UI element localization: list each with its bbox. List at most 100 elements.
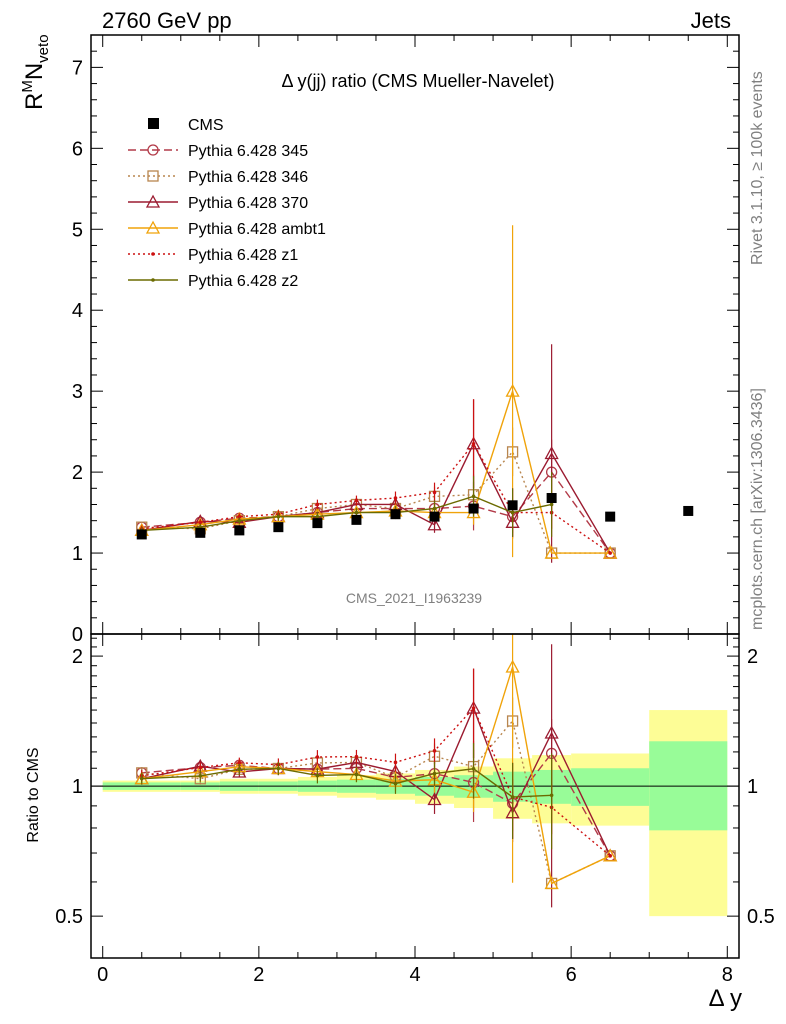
series-5 bbox=[139, 472, 554, 850]
cms-data-point bbox=[312, 518, 323, 529]
rivet-version-label: Rivet 3.1.10, ≥ 100k events bbox=[749, 71, 766, 265]
series-marker bbox=[471, 706, 476, 710]
ratio-uncertainty-bands bbox=[91, 710, 739, 917]
series-ratio-line bbox=[141, 666, 611, 885]
legend-cms-marker bbox=[148, 118, 159, 129]
y-tick-label: 0 bbox=[72, 624, 83, 646]
ratio-tick-label-right: 1 bbox=[747, 776, 758, 798]
series-marker bbox=[354, 498, 359, 503]
legend-label: Pythia 6.428 z2 bbox=[188, 273, 298, 290]
series-marker bbox=[276, 766, 281, 771]
x-axis-title: Δ y bbox=[709, 985, 742, 1012]
series-marker bbox=[145, 220, 161, 234]
y-tick-label: 5 bbox=[72, 219, 83, 241]
series-marker bbox=[139, 776, 144, 781]
cms-data-points bbox=[136, 493, 694, 540]
header-process-label: Jets bbox=[691, 8, 731, 33]
ratio-tick-label-left: 0.5 bbox=[55, 906, 83, 928]
series-marker bbox=[315, 773, 320, 778]
series-marker bbox=[354, 510, 359, 515]
series-marker bbox=[393, 496, 398, 500]
legend-entry-cms: CMS bbox=[148, 117, 224, 134]
legend-label: Pythia 6.428 z1 bbox=[188, 247, 298, 264]
cms-data-point bbox=[683, 505, 694, 516]
cms-data-point bbox=[390, 509, 401, 520]
series-marker bbox=[237, 518, 242, 523]
cms-data-point bbox=[273, 522, 284, 533]
series-marker bbox=[198, 774, 203, 778]
x-tick-label: 0 bbox=[97, 964, 108, 986]
x-tick-label: 6 bbox=[566, 964, 577, 986]
ratio-y-axis-title: Ratio to CMS bbox=[25, 747, 42, 842]
series-marker bbox=[608, 551, 612, 555]
plot-title: Δ y(jj) ratio (CMS Mueller-Navelet) bbox=[281, 71, 554, 91]
ylabel-r: R bbox=[21, 93, 48, 110]
series-marker bbox=[471, 766, 476, 771]
x-tick-label: 4 bbox=[409, 964, 420, 986]
series-line bbox=[141, 388, 611, 554]
cms-data-point bbox=[136, 529, 147, 540]
series-marker bbox=[549, 793, 554, 798]
cms-data-point bbox=[468, 503, 479, 514]
series-marker bbox=[232, 511, 247, 525]
series-ratio-line bbox=[141, 706, 611, 857]
series-marker bbox=[427, 792, 442, 806]
series-marker bbox=[393, 781, 398, 786]
series-marker bbox=[544, 876, 559, 890]
series-marker bbox=[505, 383, 520, 397]
ylabel-sup: M bbox=[19, 80, 36, 93]
legend-entry: Pythia 6.428 ambt1 bbox=[128, 220, 326, 238]
series-marker bbox=[354, 772, 359, 777]
series-marker bbox=[510, 510, 515, 515]
series-line bbox=[141, 470, 611, 554]
series-marker bbox=[603, 848, 618, 862]
cms-data-point bbox=[507, 500, 518, 511]
series-marker bbox=[471, 441, 476, 446]
legend: CMS Pythia 6.428 345 Pythia 6.428 346 Pythi… bbox=[128, 117, 326, 290]
series-marker bbox=[151, 252, 155, 256]
cms-data-point bbox=[429, 511, 440, 522]
ratio-tick-label-right: 0.5 bbox=[747, 906, 775, 928]
series-marker bbox=[145, 194, 161, 208]
series-marker bbox=[198, 765, 203, 770]
y-tick-label: 1 bbox=[72, 543, 83, 565]
x-tick-label: 2 bbox=[253, 964, 264, 986]
cms-data-point bbox=[605, 511, 616, 522]
legend-label: Pythia 6.428 ambt1 bbox=[188, 221, 326, 238]
series-marker bbox=[549, 502, 554, 507]
series-marker bbox=[315, 502, 320, 507]
header-energy-label: 2760 GeV pp bbox=[102, 8, 232, 33]
series-marker bbox=[237, 760, 242, 765]
legend-entry: Pythia 6.428 346 bbox=[128, 169, 308, 186]
y-tick-label: 4 bbox=[72, 300, 83, 322]
y-tick-label: 7 bbox=[72, 57, 83, 79]
x-tick-label: 8 bbox=[722, 964, 733, 986]
legend-entry: Pythia 6.428 z2 bbox=[128, 273, 298, 290]
ratio-tick-label-left: 2 bbox=[72, 646, 83, 668]
cms-data-point bbox=[351, 514, 362, 525]
series-marker bbox=[608, 854, 612, 858]
series-marker bbox=[427, 517, 442, 531]
series-marker bbox=[510, 795, 515, 799]
legend-label: Pythia 6.428 370 bbox=[188, 195, 308, 212]
cms-data-point bbox=[195, 527, 206, 538]
mcplots-label: mcplots.cern.ch [arXiv:1306.3436] bbox=[749, 388, 766, 630]
series-marker bbox=[471, 494, 476, 499]
series-marker bbox=[544, 545, 559, 559]
series-marker bbox=[276, 514, 281, 519]
series-marker bbox=[603, 545, 618, 559]
series-marker bbox=[237, 514, 242, 519]
legend-label: Pythia 6.428 345 bbox=[188, 143, 308, 160]
ratio-tick-label-right: 2 bbox=[747, 646, 758, 668]
y-tick-label: 6 bbox=[72, 138, 83, 160]
analysis-label: CMS_2021_I1963239 bbox=[346, 590, 482, 606]
legend-entry: Pythia 6.428 z1 bbox=[128, 247, 298, 264]
series-line bbox=[141, 442, 611, 554]
y-tick-label: 2 bbox=[72, 462, 83, 484]
series-marker bbox=[432, 771, 437, 776]
series-ratio-line bbox=[141, 752, 611, 857]
series-marker bbox=[544, 725, 559, 739]
series-marker bbox=[147, 144, 159, 156]
